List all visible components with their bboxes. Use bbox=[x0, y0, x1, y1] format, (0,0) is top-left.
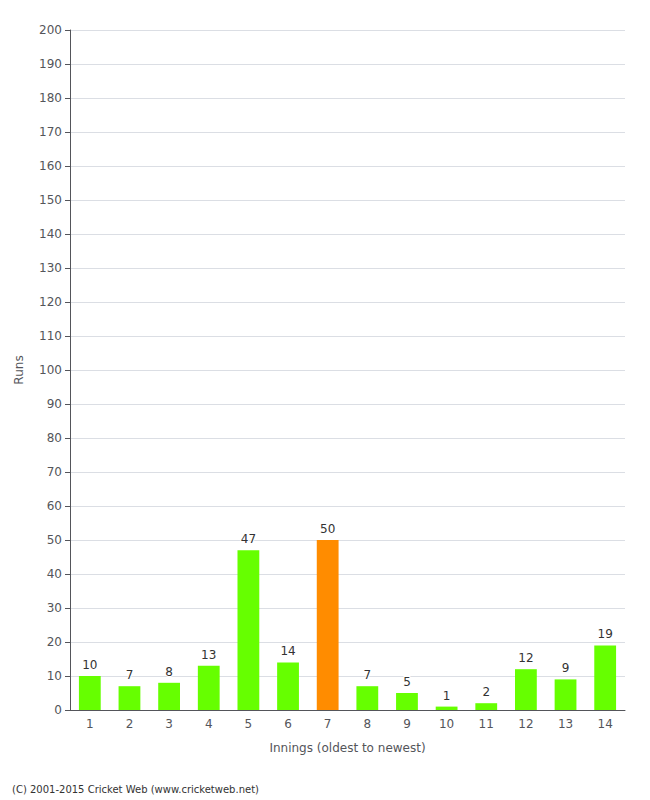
svg-text:7: 7 bbox=[324, 717, 332, 731]
svg-text:14: 14 bbox=[598, 717, 613, 731]
svg-text:100: 100 bbox=[39, 363, 62, 377]
svg-text:140: 140 bbox=[39, 227, 62, 241]
svg-text:1: 1 bbox=[443, 689, 451, 703]
svg-text:47: 47 bbox=[241, 532, 256, 546]
svg-text:110: 110 bbox=[39, 329, 62, 343]
svg-text:170: 170 bbox=[39, 125, 62, 139]
svg-text:14: 14 bbox=[280, 644, 295, 658]
svg-text:50: 50 bbox=[47, 533, 62, 547]
svg-text:12: 12 bbox=[518, 717, 533, 731]
svg-text:150: 150 bbox=[39, 193, 62, 207]
svg-text:11: 11 bbox=[479, 717, 494, 731]
svg-text:10: 10 bbox=[82, 658, 97, 672]
svg-text:8: 8 bbox=[165, 665, 173, 679]
svg-text:10: 10 bbox=[439, 717, 454, 731]
svg-text:70: 70 bbox=[47, 465, 62, 479]
svg-text:10: 10 bbox=[47, 669, 62, 683]
svg-text:80: 80 bbox=[47, 431, 62, 445]
svg-text:2: 2 bbox=[126, 717, 134, 731]
svg-text:5: 5 bbox=[403, 675, 411, 689]
svg-text:4: 4 bbox=[205, 717, 213, 731]
svg-text:13: 13 bbox=[558, 717, 573, 731]
svg-text:Runs: Runs bbox=[12, 355, 26, 384]
svg-text:(C) 2001-2015 Cricket Web (www: (C) 2001-2015 Cricket Web (www.cricketwe… bbox=[12, 784, 259, 795]
svg-text:3: 3 bbox=[165, 717, 173, 731]
svg-text:130: 130 bbox=[39, 261, 62, 275]
svg-text:5: 5 bbox=[245, 717, 253, 731]
svg-text:90: 90 bbox=[47, 397, 62, 411]
svg-text:6: 6 bbox=[284, 717, 292, 731]
svg-text:19: 19 bbox=[598, 627, 613, 641]
svg-text:50: 50 bbox=[320, 522, 335, 536]
svg-text:180: 180 bbox=[39, 91, 62, 105]
svg-text:200: 200 bbox=[39, 23, 62, 37]
svg-text:2: 2 bbox=[482, 685, 490, 699]
svg-text:190: 190 bbox=[39, 57, 62, 71]
svg-text:12: 12 bbox=[518, 651, 533, 665]
svg-text:9: 9 bbox=[403, 717, 411, 731]
svg-text:Innings (oldest to newest): Innings (oldest to newest) bbox=[269, 741, 425, 755]
svg-text:9: 9 bbox=[562, 661, 570, 675]
svg-text:0: 0 bbox=[54, 703, 62, 717]
svg-text:7: 7 bbox=[126, 668, 134, 682]
svg-text:30: 30 bbox=[47, 601, 62, 615]
svg-text:120: 120 bbox=[39, 295, 62, 309]
svg-text:1: 1 bbox=[86, 717, 94, 731]
svg-text:7: 7 bbox=[364, 668, 372, 682]
svg-text:160: 160 bbox=[39, 159, 62, 173]
svg-text:40: 40 bbox=[47, 567, 62, 581]
svg-text:13: 13 bbox=[201, 648, 216, 662]
svg-text:8: 8 bbox=[364, 717, 372, 731]
svg-text:20: 20 bbox=[47, 635, 62, 649]
svg-text:60: 60 bbox=[47, 499, 62, 513]
